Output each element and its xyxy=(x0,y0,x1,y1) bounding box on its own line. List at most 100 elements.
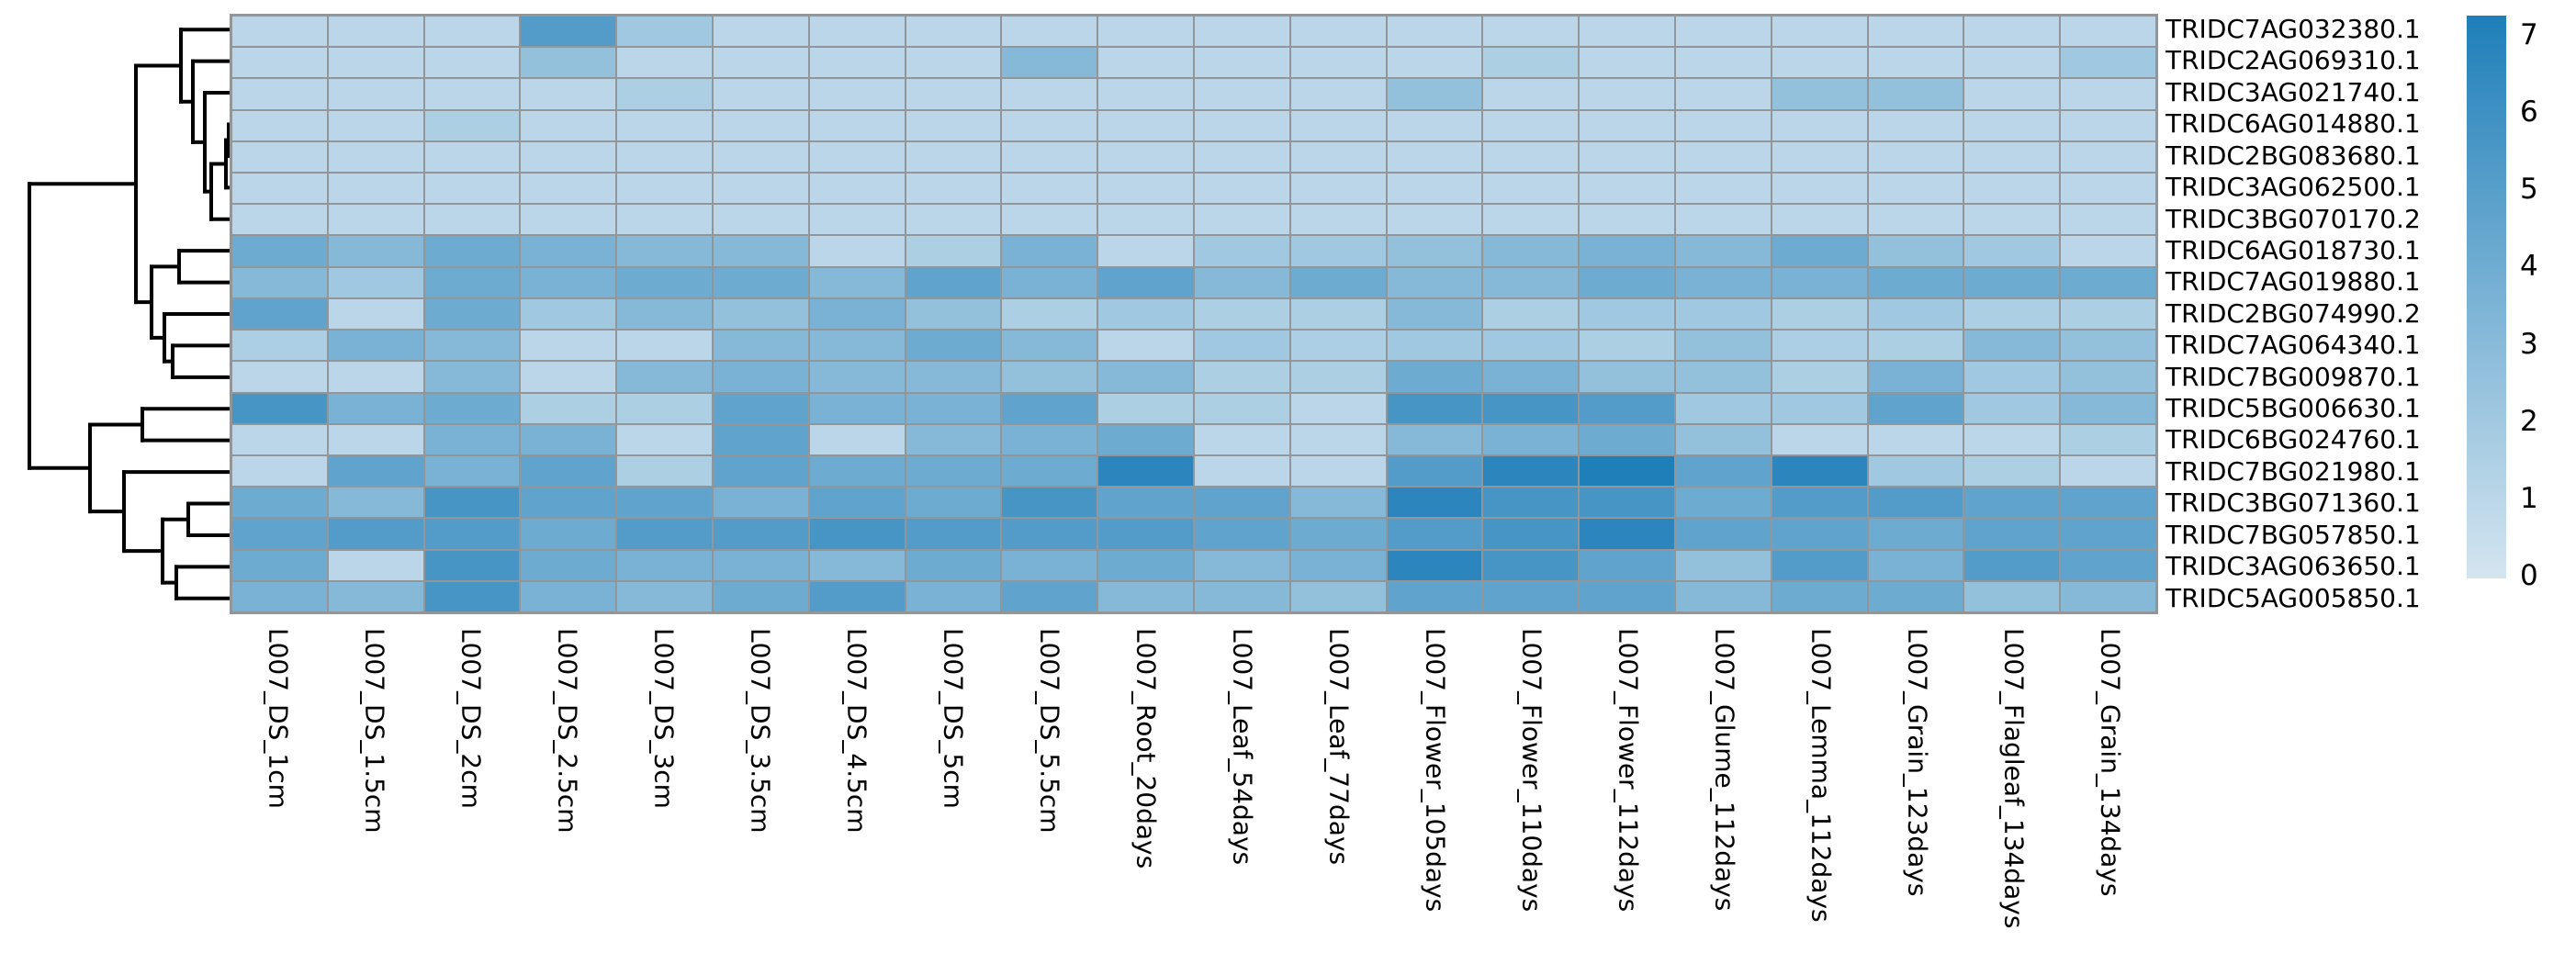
heatmap-cell xyxy=(521,393,616,423)
heatmap-cell xyxy=(1483,362,1579,392)
heatmap-cell xyxy=(1868,393,1963,423)
heatmap-cell xyxy=(1195,298,1289,330)
heatmap-cell xyxy=(424,331,520,361)
heatmap-cell xyxy=(328,48,423,78)
heatmap-cell xyxy=(714,488,808,518)
heatmap-cell xyxy=(2061,17,2155,47)
row-label: TRIDC5AG005850.1 xyxy=(2165,582,2421,613)
heatmap-cell xyxy=(714,424,808,454)
heatmap-cell xyxy=(1002,110,1097,140)
heatmap-cell xyxy=(906,298,1001,330)
heatmap-cell xyxy=(1964,267,2060,297)
heatmap-cell xyxy=(328,205,423,235)
heatmap-cell xyxy=(1290,17,1386,47)
column-label: L007_DS_1.5cm xyxy=(359,628,390,834)
heatmap-cell xyxy=(1964,550,2060,580)
heatmap-cell xyxy=(1964,455,2060,487)
heatmap-cell xyxy=(424,236,520,266)
heatmap-cell xyxy=(1868,110,1963,140)
heatmap-cell xyxy=(809,298,905,330)
heatmap-cell xyxy=(328,519,423,549)
heatmap-cell xyxy=(1868,519,1963,549)
heatmap-cell xyxy=(1098,17,1193,47)
heatmap-cell xyxy=(521,362,616,392)
heatmap-cell xyxy=(2061,205,2155,235)
heatmap-cell xyxy=(1002,455,1097,487)
heatmap-cell xyxy=(1098,267,1193,297)
heatmap-cell xyxy=(1772,17,1867,47)
heatmap-cell xyxy=(1002,236,1097,266)
heatmap-cell xyxy=(424,581,520,611)
heatmap-cell xyxy=(1290,236,1386,266)
heatmap-cell xyxy=(1387,267,1482,297)
heatmap-cell xyxy=(809,205,905,235)
row-label: TRIDC3AG021740.1 xyxy=(2165,76,2421,107)
heatmap-cell xyxy=(1868,205,1963,235)
heatmap-cell xyxy=(1002,424,1097,454)
heatmap-cell xyxy=(1195,488,1289,518)
heatmap-cell xyxy=(1772,581,1867,611)
heatmap-cell xyxy=(617,393,712,423)
heatmap-cell xyxy=(1580,331,1674,361)
heatmap-cell xyxy=(809,424,905,454)
heatmap-cell xyxy=(232,488,327,518)
heatmap-cell xyxy=(1868,267,1963,297)
heatmap-cell xyxy=(714,581,808,611)
heatmap-cell xyxy=(1868,236,1963,266)
heatmap-cell xyxy=(1387,488,1482,518)
heatmap-cell xyxy=(328,174,423,204)
heatmap-cell xyxy=(1195,455,1289,487)
heatmap-cell xyxy=(1964,424,2060,454)
column-label: L007_DS_3cm xyxy=(648,628,680,809)
heatmap-cell xyxy=(1676,141,1771,173)
heatmap-cell xyxy=(1483,79,1579,109)
heatmap-cell xyxy=(1580,455,1674,487)
heatmap-cell xyxy=(1483,141,1579,173)
heatmap-cell xyxy=(1195,424,1289,454)
heatmap-cell xyxy=(714,331,808,361)
heatmap-cell xyxy=(1580,488,1674,518)
heatmap-cell xyxy=(232,331,327,361)
heatmap-cell xyxy=(1290,141,1386,173)
heatmap-cell xyxy=(1676,205,1771,235)
heatmap-cell xyxy=(1676,79,1771,109)
column-label: L007_Flower_105days xyxy=(1420,628,1451,913)
column-label: L007_Flower_110days xyxy=(1516,628,1547,913)
heatmap-cell xyxy=(521,331,616,361)
heatmap-cell xyxy=(1387,550,1482,580)
heatmap-cell xyxy=(1290,48,1386,78)
heatmap-cell xyxy=(328,141,423,173)
heatmap-cell xyxy=(1002,362,1097,392)
heatmap-cell xyxy=(714,550,808,580)
row-label: TRIDC6AG018730.1 xyxy=(2165,234,2421,265)
heatmap-cell xyxy=(906,174,1001,204)
heatmap-cell xyxy=(1483,550,1579,580)
heatmap-cell xyxy=(232,205,327,235)
heatmap-cell xyxy=(521,455,616,487)
row-label: TRIDC5BG006630.1 xyxy=(2165,393,2421,424)
heatmap-cell xyxy=(617,488,712,518)
heatmap-cell xyxy=(232,17,327,47)
heatmap-cell xyxy=(1964,519,2060,549)
heatmap-cell xyxy=(521,550,616,580)
heatmap-cell xyxy=(714,205,808,235)
heatmap-cell xyxy=(1964,174,2060,204)
heatmap-cell xyxy=(1580,362,1674,392)
heatmap-cell xyxy=(1772,519,1867,549)
heatmap-cell xyxy=(1772,174,1867,204)
heatmap-cell xyxy=(1483,424,1579,454)
heatmap-cell xyxy=(906,488,1001,518)
heatmap-cell xyxy=(1002,174,1097,204)
legend-tick-label: 0 xyxy=(2520,559,2538,592)
column-label: L007_Flagleaf_134days xyxy=(1998,628,2030,929)
heatmap-cell xyxy=(1868,362,1963,392)
heatmap-cell xyxy=(2061,298,2155,330)
heatmap-cell xyxy=(1387,48,1482,78)
heatmap-cell xyxy=(1290,455,1386,487)
heatmap-cell xyxy=(1580,393,1674,423)
legend-tick-label: 3 xyxy=(2520,327,2538,361)
heatmap-cell xyxy=(714,79,808,109)
heatmap-cell xyxy=(1002,205,1097,235)
heatmap-cell xyxy=(1195,17,1289,47)
heatmap-cell xyxy=(2061,424,2155,454)
